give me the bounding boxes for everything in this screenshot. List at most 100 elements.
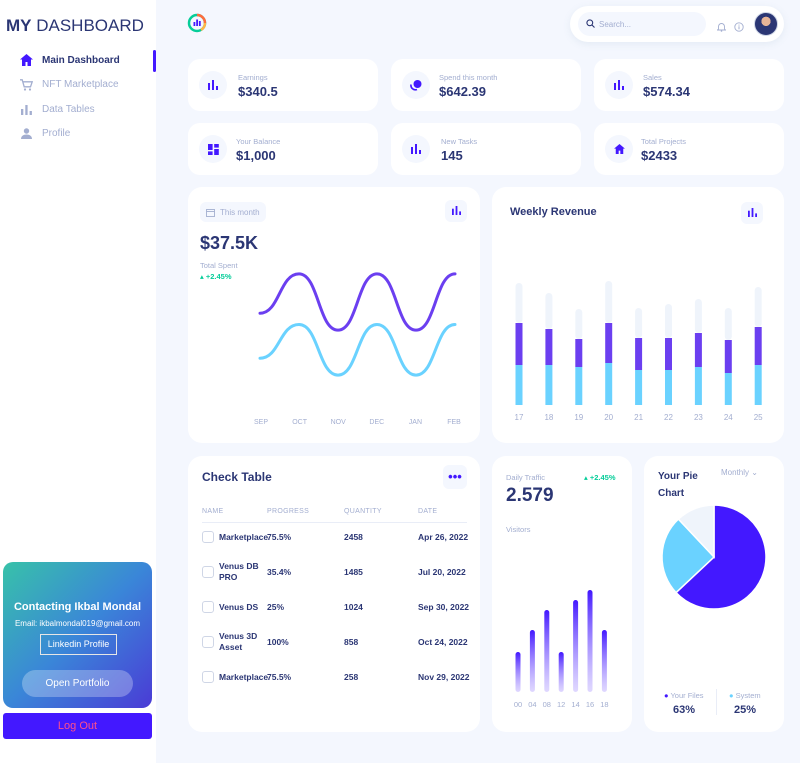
avatar[interactable] — [754, 12, 778, 36]
more-dots-icon: ••• — [448, 469, 462, 484]
more-options-button[interactable]: ••• — [443, 465, 467, 489]
row-name: Marketplace — [219, 532, 269, 542]
pie-chart — [661, 504, 767, 610]
chevron-down-icon: ⌄ — [751, 468, 758, 477]
sidebar-item-main-dashboard[interactable]: Main Dashboard — [0, 48, 156, 73]
logo-icon — [187, 13, 207, 33]
row-quantity: 1485 — [344, 567, 363, 577]
revenue-bar-segment — [545, 293, 553, 329]
logout-button[interactable]: Log Out — [3, 713, 152, 739]
search-input[interactable] — [599, 19, 699, 29]
brand-title: MY DASHBOARD — [6, 16, 144, 35]
legend-divider — [716, 689, 717, 715]
row-checkbox[interactable] — [202, 671, 214, 683]
stat-label: Sales — [643, 73, 662, 82]
daily-traffic-card: Daily Traffic ▴ +2.45% 2.579 Visitors 00… — [492, 456, 632, 732]
column-header-date: DATE — [418, 508, 438, 515]
cart-icon — [19, 78, 33, 92]
contact-name: Contacting Ikbal Mondal — [13, 601, 142, 613]
stat-value: $2433 — [641, 148, 678, 163]
daily-traffic-value: 2.579 — [506, 485, 554, 506]
weekly-revenue-card: Weekly Revenue 17 18 19 20 21 22 23 24 25 — [492, 187, 784, 443]
traffic-bar — [544, 610, 550, 692]
check-table-title: Check Table — [202, 470, 272, 484]
info-icon[interactable] — [734, 19, 744, 32]
revenue-bar-segment — [754, 287, 762, 327]
stat-value: $1,000 — [236, 148, 276, 163]
traffic-bar — [601, 630, 607, 692]
x-tick-label: 24 — [724, 413, 733, 422]
linkedin-profile-button[interactable]: Linkedin Profile — [40, 634, 117, 655]
period-select[interactable]: Monthly ⌄ — [721, 468, 758, 477]
user-icon — [19, 127, 33, 141]
home-icon — [605, 135, 633, 163]
stat-value: 145 — [441, 148, 463, 163]
stat-value: $574.34 — [643, 84, 690, 99]
x-tick-label: 16 — [586, 700, 594, 709]
stat-value: $340.5 — [238, 84, 278, 99]
sidebar-item-profile[interactable]: Profile — [0, 122, 156, 147]
row-progress: 75.5% — [267, 672, 292, 682]
pie-slice — [661, 518, 716, 594]
caret-up-icon: ▴ — [584, 473, 590, 482]
legend-value: 25% — [734, 704, 757, 716]
month-filter-button[interactable]: This month — [200, 202, 266, 222]
stat-label: Total Projects — [641, 137, 687, 146]
calendar-icon — [206, 208, 215, 217]
bar-chart-icon — [747, 204, 757, 222]
bell-icon[interactable] — [716, 19, 727, 32]
bar-chart-icon — [605, 71, 633, 99]
legend-your-files: ● Your Files — [664, 691, 704, 700]
row-progress: 100% — [267, 637, 289, 647]
revenue-bar-segment — [545, 329, 553, 365]
x-tick-label: 08 — [543, 700, 551, 709]
coins-icon — [402, 71, 430, 99]
daily-traffic-unit: Visitors — [506, 525, 531, 534]
revenue-bar-segment — [724, 373, 732, 405]
row-checkbox[interactable] — [202, 601, 214, 613]
sidebar-item-data-tables[interactable]: Data Tables — [0, 97, 156, 122]
x-tick-label: NOV — [331, 419, 347, 426]
revenue-bar-segment — [635, 338, 643, 370]
contact-card: Contacting Ikbal Mondal Email: ikbalmond… — [3, 562, 152, 708]
revenue-bar-segment — [665, 338, 672, 370]
row-checkbox[interactable] — [202, 566, 214, 578]
revenue-bar-segment — [635, 308, 643, 338]
revenue-bar-segment — [575, 367, 583, 405]
stat-label: Spend this month — [439, 73, 498, 82]
revenue-bar-segment — [694, 299, 702, 333]
stat-label: Earnings — [238, 73, 268, 82]
open-portfolio-button[interactable]: Open Portfolio — [22, 670, 133, 697]
search-box — [578, 12, 706, 36]
daily-traffic-change: ▴ +2.45% — [584, 473, 616, 482]
legend-value: 63% — [673, 704, 696, 716]
active-indicator — [153, 50, 156, 72]
row-quantity: 2458 — [344, 532, 363, 542]
x-tick-label: 14 — [571, 700, 579, 709]
x-tick-label: 17 — [515, 413, 524, 422]
grid-icon — [199, 135, 227, 163]
row-name: Venus DS — [219, 602, 259, 612]
sidebar-item-label: Profile — [42, 128, 71, 140]
row-name: Marketplace — [219, 672, 269, 682]
revenue-bar-segment — [515, 323, 523, 365]
bar-chart-icon — [19, 102, 33, 116]
row-checkbox[interactable] — [202, 531, 214, 543]
x-tick-label: 19 — [574, 413, 583, 422]
stat-card-projects: Total Projects $2433 — [594, 123, 784, 175]
sidebar-item-nft-marketplace[interactable]: NFT Marketplace — [0, 73, 156, 98]
caret-up-icon: ▴ — [200, 272, 206, 281]
chart-options-button[interactable] — [445, 200, 467, 222]
revenue-bar-segment — [665, 304, 672, 338]
line-series-2 — [258, 322, 457, 377]
bar-chart-icon — [451, 202, 461, 220]
bar-chart-icon — [199, 71, 227, 99]
revenue-bar-segment — [575, 309, 583, 339]
traffic-bar — [558, 652, 564, 692]
chart-options-button[interactable] — [741, 202, 763, 224]
table-row: Venus DB PRO 35.4% 1485 Jul 20, 2022 — [188, 557, 480, 587]
table-row: Venus DS 25% 1024 Sep 30, 2022 — [188, 592, 480, 622]
row-checkbox[interactable] — [202, 636, 214, 648]
total-spent-amount: $37.5K — [200, 233, 259, 253]
pie-chart-title: Your Pie Chart — [658, 471, 698, 499]
